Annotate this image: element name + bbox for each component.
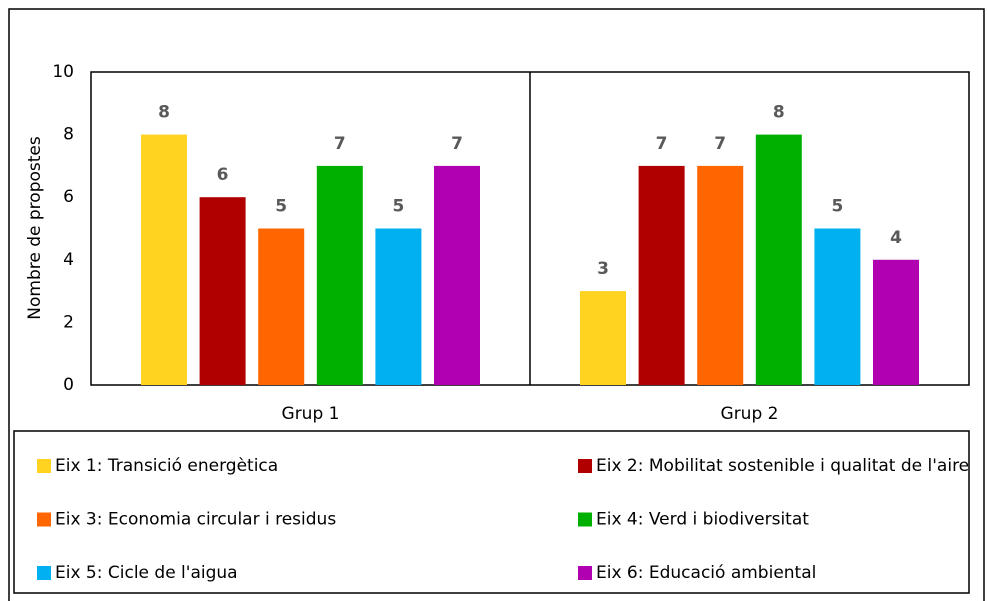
legend-swatch (578, 459, 592, 473)
data-label: 4 (890, 228, 902, 248)
bar (375, 228, 422, 385)
data-label: 8 (773, 103, 785, 123)
y-tick-label: 6 (63, 187, 74, 207)
legend-label: Eix 2: Mobilitat sostenible i qualitat d… (596, 456, 969, 476)
legend-swatch (37, 512, 51, 527)
y-axis-label: Nombre de propostes (25, 136, 45, 320)
bar (873, 259, 919, 385)
data-label: 5 (275, 197, 287, 217)
bar (316, 165, 363, 385)
bar (258, 228, 305, 385)
data-label: 3 (597, 259, 609, 279)
data-label: 6 (217, 165, 229, 185)
bar (141, 134, 187, 385)
bar (755, 134, 802, 385)
x-tick-label: Grup 1 (282, 404, 340, 424)
legend-swatch (578, 512, 592, 527)
y-tick-label: 4 (63, 250, 74, 270)
legend-label: Eix 4: Verd i biodiversitat (596, 510, 809, 530)
legend-label: Eix 6: Educació ambiental (596, 563, 816, 583)
bar (199, 197, 246, 385)
data-label: 5 (392, 197, 404, 217)
legend-swatch (37, 566, 51, 580)
x-tick-label: Grup 2 (721, 404, 779, 424)
legend-swatch (37, 459, 51, 473)
legend-label: Eix 5: Cicle de l'aigua (55, 563, 238, 583)
y-tick-label: 10 (52, 62, 74, 82)
chart-border (8, 8, 985, 601)
bar (580, 291, 626, 385)
legend-label: Eix 3: Economia circular i residus (55, 510, 336, 530)
bar (434, 165, 480, 385)
legend-border (13, 430, 970, 594)
legend-swatch (578, 566, 592, 580)
legend-label: Eix 1: Transició energètica (55, 456, 278, 476)
data-label: 7 (656, 134, 668, 154)
data-label: 7 (334, 134, 346, 154)
data-label: 7 (451, 134, 463, 154)
y-tick-label: 8 (63, 125, 74, 145)
y-tick-label: 2 (63, 312, 74, 332)
bar (697, 165, 744, 385)
data-label: 5 (831, 197, 843, 217)
data-label: 8 (158, 103, 170, 123)
y-tick-label: 0 (63, 375, 74, 395)
data-label: 7 (714, 134, 726, 154)
bar (814, 228, 861, 385)
plot-border (90, 71, 970, 386)
bar (638, 165, 685, 385)
